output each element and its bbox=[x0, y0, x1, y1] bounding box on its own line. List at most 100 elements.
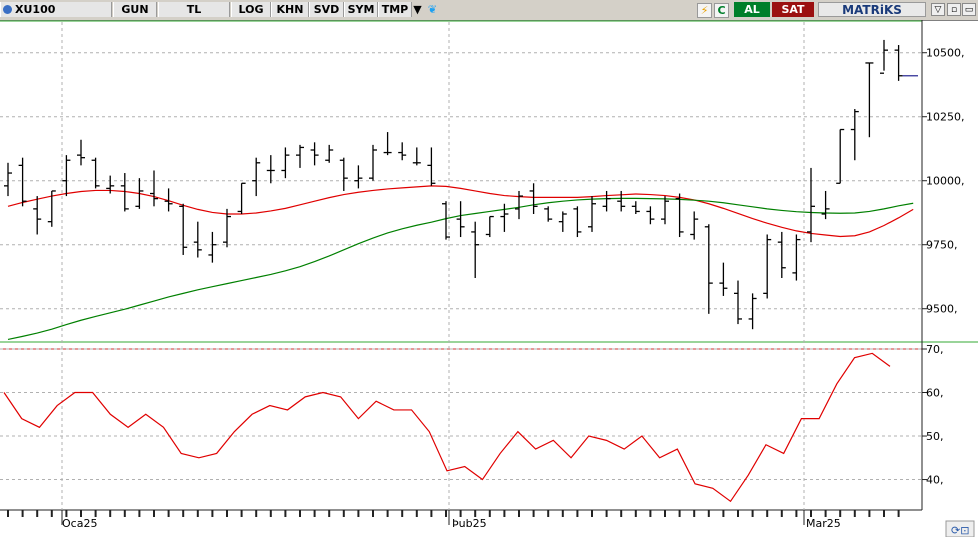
x-label-feb: Þub25 bbox=[452, 517, 487, 530]
ohlc-bar bbox=[777, 231, 786, 278]
ohlc-bar bbox=[18, 157, 27, 207]
ohlc-bar bbox=[252, 157, 261, 197]
ohlc-bar bbox=[661, 196, 669, 225]
price-axis-labels: 9500, 9750, 10000, 10250, 10500, 40, 50, 60, 70, bbox=[922, 47, 965, 487]
ohlc-bars bbox=[4, 39, 918, 330]
dropdown-arrow-icon[interactable]: ▼ bbox=[413, 3, 422, 16]
ohlc-bar bbox=[792, 234, 801, 281]
ohlc-bar bbox=[865, 62, 874, 138]
brand-logo: MATRiKS bbox=[818, 2, 926, 17]
ohlc-bar bbox=[310, 142, 319, 166]
rsi-tick-label: 40, bbox=[926, 474, 944, 487]
ohlc-bar bbox=[150, 170, 158, 207]
ohlc-bar bbox=[339, 157, 348, 191]
symbol-icon bbox=[3, 5, 12, 14]
maximize-icon[interactable]: ▭ bbox=[962, 3, 976, 16]
ohlc-bar bbox=[558, 211, 567, 232]
toolbar: XU100 GUN TL LOG KHN SVD SYM TMP ▼ ❦ ⚡ C… bbox=[0, 0, 978, 21]
ohlc-bar bbox=[223, 208, 231, 248]
ohlc-bar bbox=[602, 190, 611, 212]
ohlc-bar bbox=[266, 155, 275, 184]
ohlc-bar bbox=[296, 144, 304, 168]
ohlc-bar bbox=[281, 147, 290, 179]
ohlc-bar bbox=[193, 221, 202, 258]
ohlc-bar bbox=[485, 215, 494, 238]
rsi-tick-label: 50, bbox=[926, 430, 944, 443]
log-button[interactable]: LOG bbox=[231, 2, 271, 17]
ohlc-bar bbox=[106, 175, 115, 194]
time-axis: Oca25 Þub25 Mar25 bbox=[7, 510, 900, 530]
rsi-line bbox=[3, 352, 891, 503]
currency-button[interactable]: TL bbox=[158, 2, 230, 17]
ohlc-bar bbox=[120, 173, 129, 212]
buy-button[interactable]: AL bbox=[734, 2, 770, 17]
ohlc-bar bbox=[529, 183, 538, 214]
c-button[interactable]: C bbox=[714, 3, 729, 18]
ohlc-bar bbox=[617, 190, 626, 212]
rsi-tick-label: 60, bbox=[926, 387, 944, 400]
ohlc-bar bbox=[471, 221, 480, 278]
ohlc-bar bbox=[208, 231, 217, 263]
price-tick-label: 10000, bbox=[926, 175, 965, 188]
ohlc-bar bbox=[427, 147, 436, 186]
ohlc-bar bbox=[821, 190, 830, 220]
ohlc-bar bbox=[500, 203, 509, 232]
ohlc-bar bbox=[398, 142, 407, 161]
lightning-icon[interactable]: ⚡ bbox=[697, 3, 712, 18]
price-chart: 9500, 9750, 10000, 10250, 10500, 40, 50, 60, 70,… bbox=[0, 20, 978, 537]
ohlc-bar bbox=[544, 206, 553, 222]
ohlc-bar bbox=[588, 196, 596, 232]
ohlc-bar bbox=[62, 155, 71, 197]
twitter-bird-icon[interactable]: ❦ bbox=[427, 3, 438, 16]
ohlc-bar bbox=[237, 182, 246, 214]
ohlc-bar bbox=[763, 234, 772, 299]
ohlc-bar bbox=[748, 293, 757, 330]
ohlc-bar bbox=[631, 201, 640, 214]
symbol-selector[interactable]: XU100 bbox=[0, 2, 112, 17]
ohlc-bar bbox=[690, 211, 699, 240]
ohlc-bar bbox=[880, 39, 888, 74]
ohlc-bar bbox=[456, 201, 465, 238]
ohlc-bar bbox=[675, 193, 684, 238]
ohlc-bar bbox=[719, 262, 728, 296]
price-tick-label: 10500, bbox=[926, 47, 965, 60]
price-tick-label: 9500, bbox=[926, 303, 958, 316]
ohlc-bar bbox=[47, 190, 56, 227]
ohlc-bar bbox=[515, 190, 523, 220]
ohlc-bar bbox=[836, 128, 845, 184]
ohlc-bar bbox=[135, 178, 144, 209]
sym-button[interactable]: SYM bbox=[344, 2, 378, 17]
minimize-icon[interactable]: ▫ bbox=[947, 3, 961, 16]
ohlc-bar bbox=[164, 188, 173, 212]
tmp-button[interactable]: TMP bbox=[378, 2, 412, 17]
refresh-icon[interactable]: ⟳⊡ bbox=[945, 520, 975, 537]
khn-button[interactable]: KHN bbox=[271, 2, 309, 17]
ohlc-bar bbox=[573, 206, 582, 238]
rsi-indicator bbox=[3, 352, 891, 503]
moving-average-line bbox=[7, 185, 914, 238]
ohlc-bar bbox=[325, 144, 334, 163]
ohlc-bar bbox=[179, 203, 188, 255]
window-menu-icon[interactable]: ▽ bbox=[931, 3, 945, 16]
period-button[interactable]: GUN bbox=[113, 2, 157, 17]
symbol-label: XU100 bbox=[15, 3, 56, 16]
ohlc-bar bbox=[850, 109, 859, 161]
svd-button[interactable]: SVD bbox=[309, 2, 344, 17]
price-tick-label: 10250, bbox=[926, 111, 965, 124]
ohlc-bar bbox=[894, 45, 903, 81]
ohlc-bar bbox=[646, 206, 655, 225]
sell-button[interactable]: SAT bbox=[772, 2, 814, 17]
ohlc-bar bbox=[4, 162, 12, 197]
svg-text:⟳⊡: ⟳⊡ bbox=[951, 524, 969, 537]
ohlc-bar bbox=[383, 132, 392, 156]
ohlc-bar bbox=[91, 157, 100, 189]
ohlc-bar bbox=[412, 147, 421, 166]
x-label-mar: Mar25 bbox=[806, 517, 841, 530]
ohlc-bar bbox=[369, 144, 377, 181]
ohlc-bar bbox=[807, 167, 815, 243]
rsi-tick-label: 70, bbox=[926, 343, 944, 356]
ohlc-bar bbox=[442, 201, 450, 240]
grid bbox=[0, 22, 922, 510]
price-tick-label: 9750, bbox=[926, 239, 958, 252]
ohlc-bar bbox=[33, 196, 42, 235]
